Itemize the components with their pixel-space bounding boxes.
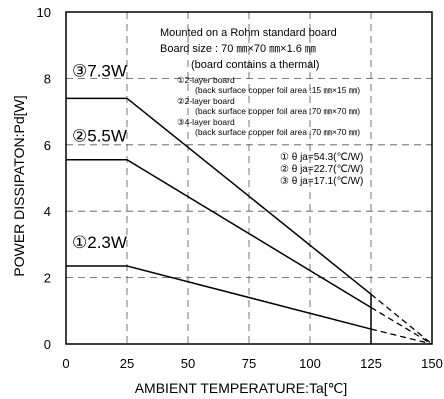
x-tick-label: 150 — [421, 356, 443, 371]
y-tick-label: 2 — [44, 271, 51, 286]
y-tick-label: 8 — [44, 71, 51, 86]
mount-note-line3: (board contains a thermal) — [191, 59, 319, 71]
theta-note-3: ③ θ ja=17.1(℃/W) — [280, 176, 363, 187]
series-extrapolation — [370, 306, 433, 345]
y-axis-label: POWER DISSIPATON:Pd[W] — [11, 95, 27, 276]
x-tick-label: 100 — [299, 356, 321, 371]
grid-lines — [66, 12, 432, 344]
board1-title: ①2-layer board — [177, 75, 235, 85]
x-tick-label: 25 — [120, 356, 134, 371]
x-axis-label: AMBIENT TEMPERATURE:Ta[℃] — [135, 380, 348, 396]
y-tick-label: 10 — [37, 5, 51, 20]
series-line — [66, 97, 372, 295]
x-tick-label: 50 — [181, 356, 195, 371]
tick-labels: 0 25 50 75 100 125 150 0 2 4 6 8 10 — [37, 5, 443, 371]
series-lines: ③7.3W ②5.5W ①2.3W — [66, 61, 433, 345]
y-tick-label: 6 — [44, 138, 51, 153]
board3-detail: (back surface copper foil area :70 ㎜×70 … — [195, 127, 360, 137]
theta-note-2: ② θ ja=22.7(℃/W) — [280, 164, 363, 175]
theta-note-1: ① θ ja=54.3(℃/W) — [280, 152, 363, 163]
series-extrapolation — [370, 293, 433, 345]
board2-detail: (back surface copper foil area :70 ㎜×70 … — [195, 106, 360, 116]
mount-note-line1: Mounted on a Rohm standard board — [160, 27, 337, 39]
board1-detail: (back surface copper foil area :15 ㎜×15 … — [195, 85, 360, 95]
x-tick-label: 125 — [360, 356, 382, 371]
board2-title: ②2-layer board — [177, 96, 235, 106]
series-line — [66, 158, 372, 309]
series-label: ③7.3W — [72, 61, 127, 80]
mount-note-line2: Board size : 70 ㎜×70 ㎜×1.6 ㎜ — [160, 43, 316, 55]
board-notes: Mounted on a Rohm standard board Board s… — [160, 27, 363, 187]
y-tick-label: 0 — [44, 337, 51, 352]
board3-title: ③4-layer board — [177, 117, 235, 127]
y-tick-label: 4 — [44, 204, 51, 219]
x-tick-label: 75 — [242, 356, 256, 371]
series-extrapolation — [370, 328, 433, 345]
x-tick-label: 0 — [62, 356, 69, 371]
series-label: ①2.3W — [72, 233, 127, 252]
plot-frame — [65, 11, 433, 345]
series-line — [66, 265, 372, 330]
series-label: ②5.5W — [72, 127, 127, 146]
